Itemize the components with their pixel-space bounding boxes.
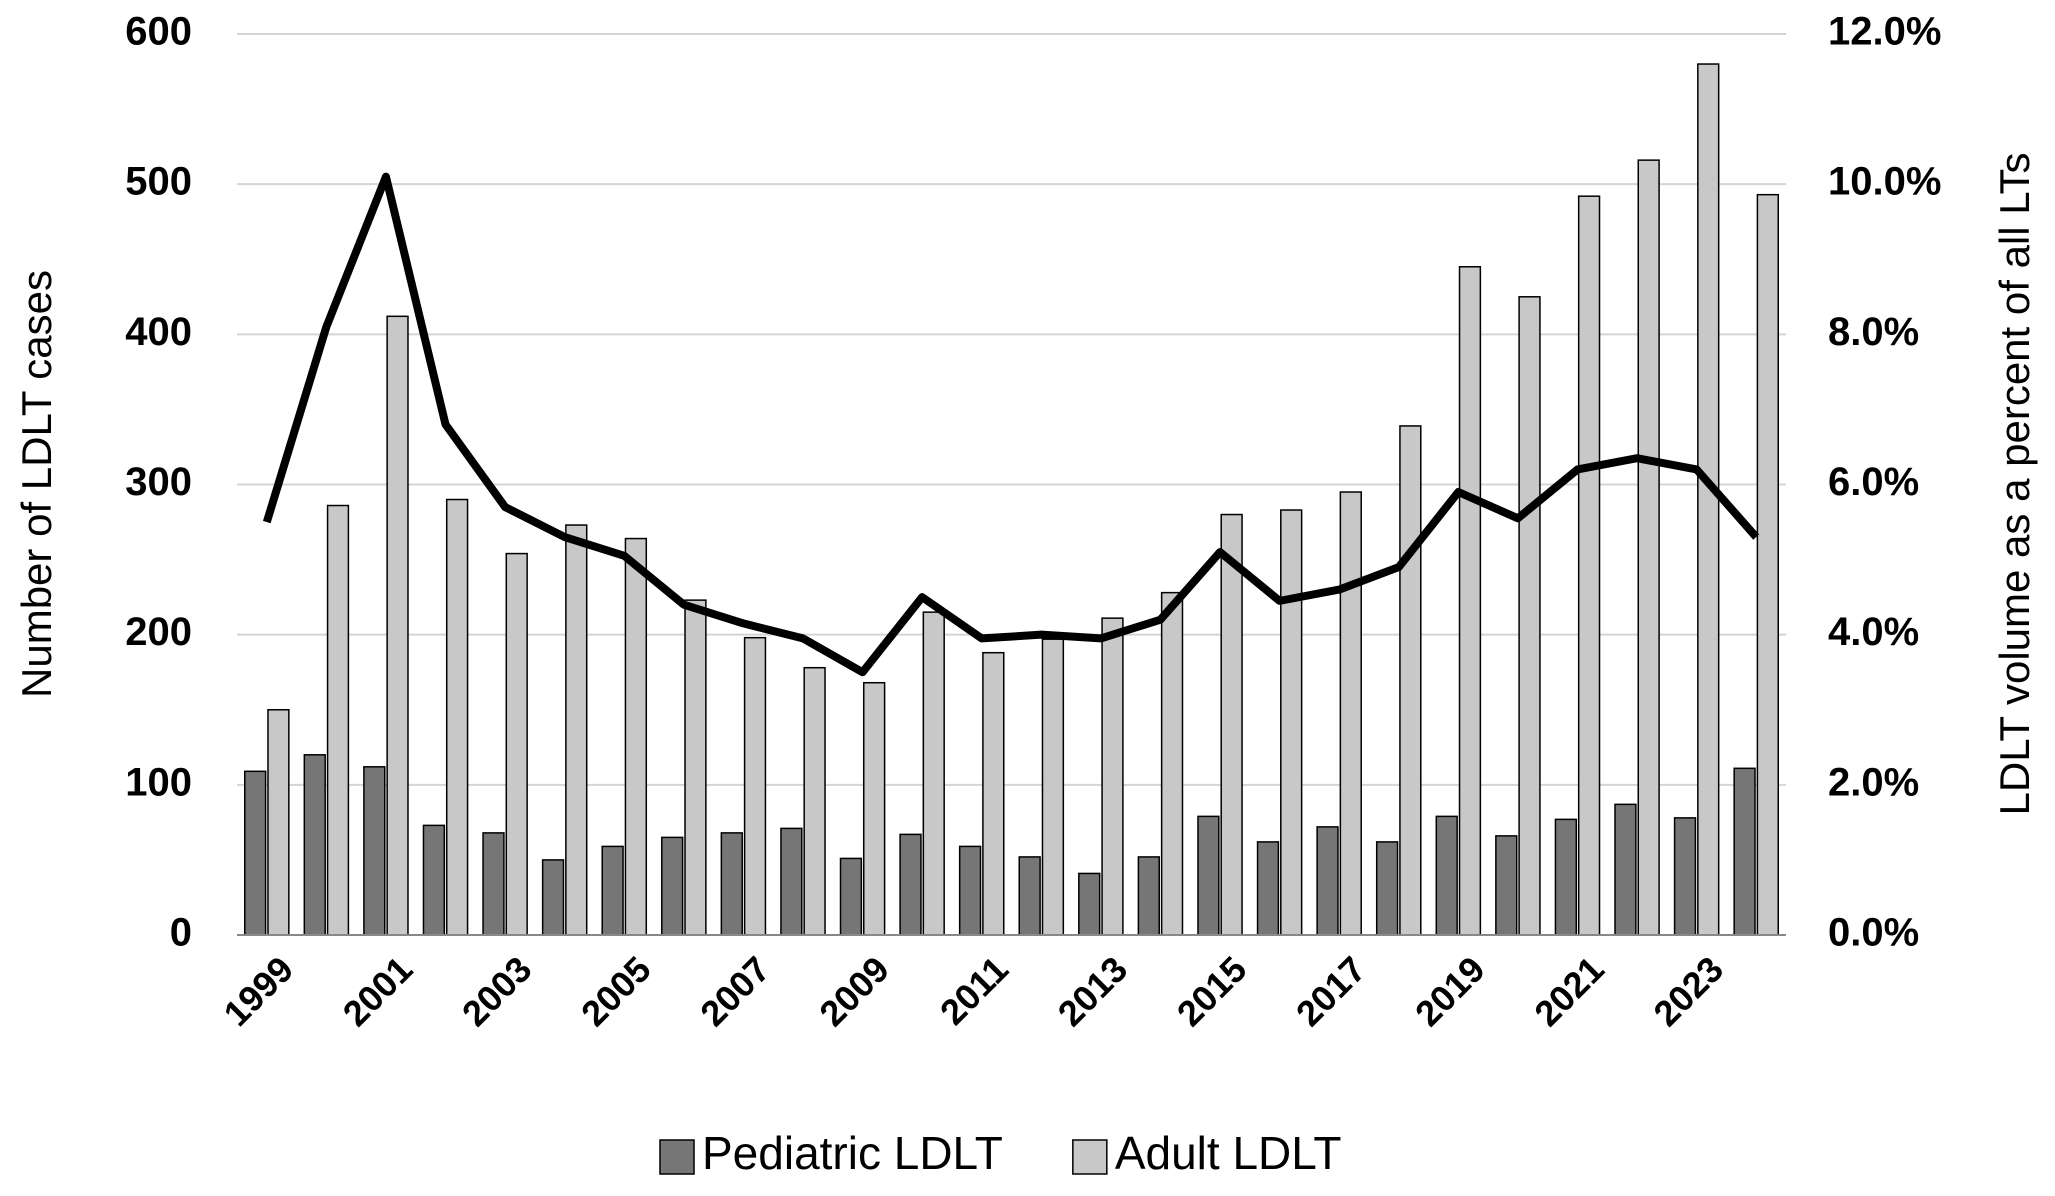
bar — [1435, 815, 1458, 936]
bar — [1458, 266, 1482, 936]
bar — [363, 766, 386, 936]
y2-tick-label: 0.0% — [1828, 911, 1919, 955]
bar — [1316, 826, 1339, 936]
bar — [1197, 815, 1220, 936]
y2-tick-label: 6.0% — [1828, 460, 1919, 504]
bar — [1280, 509, 1303, 936]
bar — [1518, 296, 1541, 936]
legend-swatch — [1072, 1139, 1108, 1175]
bar — [386, 315, 409, 936]
bar — [1220, 513, 1243, 936]
y2-tick-label: 10.0% — [1828, 160, 1941, 204]
bar — [482, 832, 505, 936]
y2-tick-label: 12.0% — [1828, 10, 1941, 54]
bar — [1733, 767, 1756, 936]
bar — [1078, 872, 1101, 936]
bar — [267, 709, 290, 936]
bar — [505, 552, 528, 936]
bar — [1577, 195, 1601, 936]
bar — [1375, 841, 1399, 936]
bar — [1256, 841, 1280, 936]
bar — [1137, 856, 1161, 936]
bar — [684, 599, 707, 936]
bar — [1041, 638, 1065, 936]
y2-tick-label: 8.0% — [1828, 310, 1919, 354]
bar — [422, 824, 446, 936]
legend-label: Pediatric LDLT — [702, 1127, 1003, 1179]
bar — [1756, 193, 1780, 936]
y-tick-label: 500 — [125, 160, 192, 204]
bar — [720, 832, 743, 936]
bar — [1495, 835, 1518, 936]
y-tick-label: 100 — [125, 760, 192, 804]
y-axis-title: Number of LDLT cases — [13, 270, 60, 698]
y-tick-label: 300 — [125, 460, 192, 504]
bar — [1399, 425, 1422, 936]
y-tick-label: 600 — [125, 10, 192, 54]
bar — [922, 611, 945, 936]
bar — [1339, 491, 1362, 936]
y-tick-label: 0 — [170, 911, 192, 955]
bar — [624, 537, 648, 936]
bar — [1673, 817, 1697, 936]
bar — [1101, 617, 1124, 936]
bar — [661, 836, 684, 936]
y2-axis-title: LDLT volume as a percent of all LTs — [1991, 153, 2038, 816]
bar — [839, 857, 863, 936]
bar — [565, 524, 588, 936]
bar — [445, 498, 469, 936]
legend-swatch — [659, 1139, 695, 1175]
bar — [1554, 818, 1578, 936]
bar — [541, 859, 565, 936]
bar — [1160, 591, 1184, 936]
y-tick-label: 400 — [125, 310, 192, 354]
bar — [862, 681, 886, 936]
bar — [1637, 159, 1660, 936]
bar — [982, 651, 1005, 936]
bar — [326, 504, 350, 936]
y2-tick-label: 4.0% — [1828, 610, 1919, 654]
bar — [803, 666, 826, 936]
y2-tick-label: 2.0% — [1828, 760, 1919, 804]
y-tick-label: 200 — [125, 610, 192, 654]
legend-label: Adult LDLT — [1115, 1127, 1342, 1179]
bar — [780, 827, 803, 936]
bar — [601, 845, 624, 936]
bar — [303, 754, 326, 936]
bar — [958, 845, 982, 936]
bar — [1697, 63, 1720, 936]
bar — [1614, 803, 1637, 936]
bar — [899, 833, 922, 936]
bar — [1018, 856, 1041, 936]
bar — [743, 636, 767, 936]
line — [262, 172, 1760, 677]
bar — [243, 770, 267, 936]
